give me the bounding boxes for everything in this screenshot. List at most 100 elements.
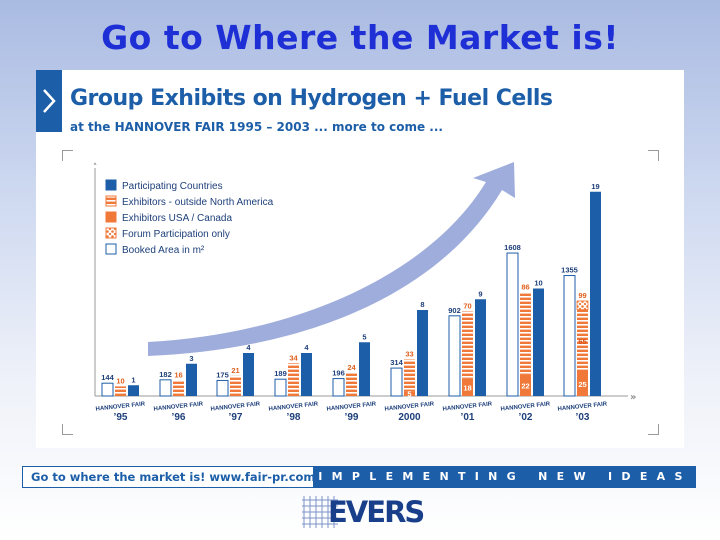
bar-exhibitors-outside [230,375,241,396]
label-exhibitors-usa: 5 [407,390,411,399]
bar-participating-countries [590,191,601,396]
tick-label-year: ’03 [576,412,590,423]
label-forum-participation: 99 [578,291,586,300]
bar-participating-countries [475,299,486,396]
legend-swatch-area [105,243,117,255]
label-exhibitors-outside: 86 [521,282,529,291]
label-participating-countries: 1 [131,375,135,384]
bar-booked-area [506,252,519,397]
tick-label-fair: HANNOVER FAIR [95,401,146,412]
label-booked-area: 182 [159,370,172,379]
logo-text: EVERS [328,495,425,529]
label-exhibitors-outside: 34 [289,353,298,362]
bar-exhibitors-outside [404,359,415,392]
label-exhibitors-outside: 21 [231,366,239,375]
bar-exhibitors-outside [115,386,126,396]
bar-exhibitors-usa [462,378,473,396]
tick-label-fair: HANNOVER FAIR [442,401,493,412]
corner-mark-top-left [62,150,73,161]
bar-exhibitors-outside [462,311,473,379]
tick-label-fair: HANNOVER FAIR [384,401,435,412]
label-booked-area: 196 [332,369,345,378]
label-participating-countries: 3 [189,354,193,363]
tick-label-year: ’98 [287,412,301,423]
y-axis-arrow-icon: ˄ [93,163,98,173]
legend-label-outside: Exhibitors - outside North America [122,197,274,208]
bar-booked-area [332,378,345,397]
legend-swatch-forum [105,227,117,239]
label-exhibitors-usa: 18 [463,383,471,392]
bar-exhibitors-outside [577,309,588,372]
x-axis-arrow-icon: » [630,392,636,403]
tick-label-fair: HANNOVER FAIR [268,401,319,412]
bar-exhibitors-outside [520,292,531,375]
tick-label-fair: HANNOVER FAIR [326,401,377,412]
tick-label-fair: HANNOVER FAIR [210,401,261,412]
tick-label-year: ’96 [172,412,186,423]
legend-label-area: Booked Area in m² [122,245,205,256]
bar-exhibitors-outside [173,380,184,396]
label-participating-countries: 9 [478,289,482,298]
bar-participating-countries [128,385,139,396]
bar-forum-participation [576,300,589,311]
label-exhibitors-usa: 25 [578,380,586,389]
tick-label-fair: HANNOVER FAIR [153,401,204,412]
label-participating-countries: 8 [420,300,424,309]
bar-participating-countries [417,310,428,396]
legend-swatch-countries [105,179,117,191]
legend-label-countries: Participating Countries [122,181,223,192]
label-exhibitors-outside: 24 [347,363,356,372]
label-exhibitors-outside: 33 [405,350,413,359]
bar-booked-area [274,378,287,397]
panel-marker [36,70,62,132]
tick-label-fair: HANNOVER FAIR [557,401,608,412]
label-participating-countries: 4 [304,343,309,352]
tick-label-year: ’97 [229,412,243,423]
panel-subtitle: at the HANNOVER FAIR 1995 – 2003 ... mor… [70,120,443,134]
label-exhibitors-outside: 70 [463,302,471,311]
label-participating-countries: 10 [534,279,542,288]
legend-label-usa: Exhibitors USA / Canada [122,213,232,224]
bar-participating-countries [301,353,312,396]
bar-exhibitors-usa [520,374,531,396]
grid-logo-icon [302,496,338,528]
bar-participating-countries [186,363,197,396]
bar-exhibitors-usa [404,391,415,396]
legend-label-forum: Forum Participation only [122,229,230,240]
tick-label-year: ’95 [114,412,128,423]
growth-arrow [148,162,515,356]
bar-exhibitors-usa [577,372,588,396]
tick-label-year: ’01 [461,412,475,423]
footer-website-text: Go to where the market is! www.fair-pr.c… [23,467,315,487]
footer-slogan: IMPLEMENTING NEW IDEAS [318,470,692,483]
bar-booked-area [390,367,403,397]
bar-participating-countries [533,288,544,396]
tick-label-year: ’99 [345,412,359,423]
label-booked-area: 189 [274,369,287,378]
label-participating-countries: 4 [246,343,251,352]
corner-mark-top-right [648,150,659,161]
bar-booked-area [448,315,461,397]
bar-exhibitors-outside [346,372,357,396]
footer-bar: Go to where the market is! www.fair-pr.c… [22,466,696,488]
label-participating-countries: 5 [362,332,366,341]
label-booked-area: 902 [448,306,461,315]
label-exhibitors-usa: 22 [521,381,529,390]
slide-title: Go to Where the Market is! [101,18,619,57]
label-booked-area: 175 [216,370,229,379]
bar-participating-countries [243,353,254,396]
corner-mark-bottom-right [648,424,659,435]
corner-mark-bottom-left [62,424,73,435]
evers-logo: EVERS [300,492,425,532]
label-exhibitors-outside: 16 [174,371,182,380]
label-exhibitors-outside: 10 [116,376,124,385]
label-participating-countries: 19 [591,182,599,191]
bar-booked-area [563,275,576,397]
bar-exhibitors-outside [288,363,299,396]
label-booked-area: 144 [101,373,114,382]
tick-label-year: ’02 [519,412,533,423]
label-booked-area: 314 [390,358,403,367]
legend-swatch-outside [105,195,117,207]
label-booked-area: 1355 [561,266,578,275]
